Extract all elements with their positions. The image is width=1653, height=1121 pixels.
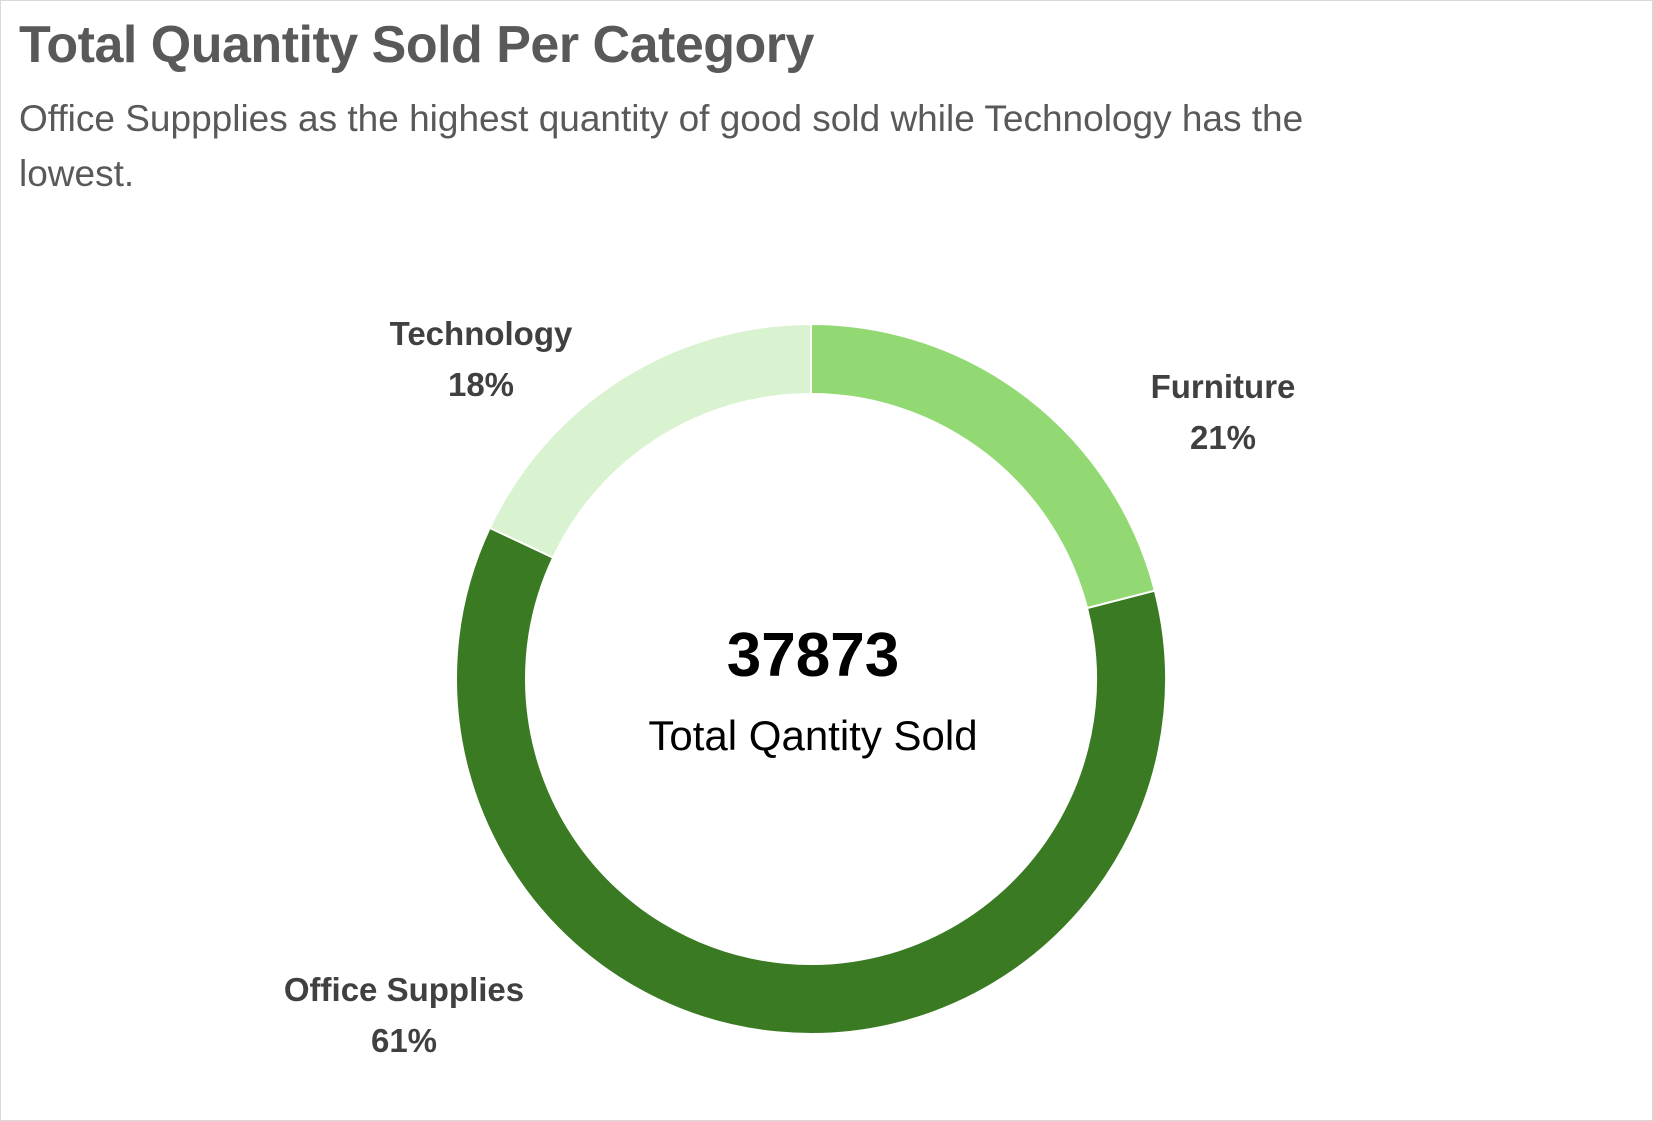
- slice-label-office-supplies: Office Supplies: [284, 971, 524, 1008]
- chart-title: Total Quantity Sold Per Category: [19, 16, 814, 74]
- slice-percent-technology: 18%: [448, 366, 514, 403]
- slice-label-furniture: Furniture: [1151, 368, 1296, 405]
- slice-label-technology: Technology: [390, 315, 573, 352]
- slice-percent-office-supplies: 61%: [371, 1022, 437, 1059]
- slice-furniture: [810, 322, 1157, 610]
- slice-office-supplies: [455, 526, 1167, 1035]
- chart-subtitle: Office Suppplies as the highest quantity…: [19, 98, 1304, 194]
- center-total-caption: Total Qantity Sold: [648, 712, 977, 759]
- center-total-value: 37873: [727, 621, 899, 690]
- slice-technology: [488, 322, 812, 559]
- slice-percent-furniture: 21%: [1190, 419, 1256, 456]
